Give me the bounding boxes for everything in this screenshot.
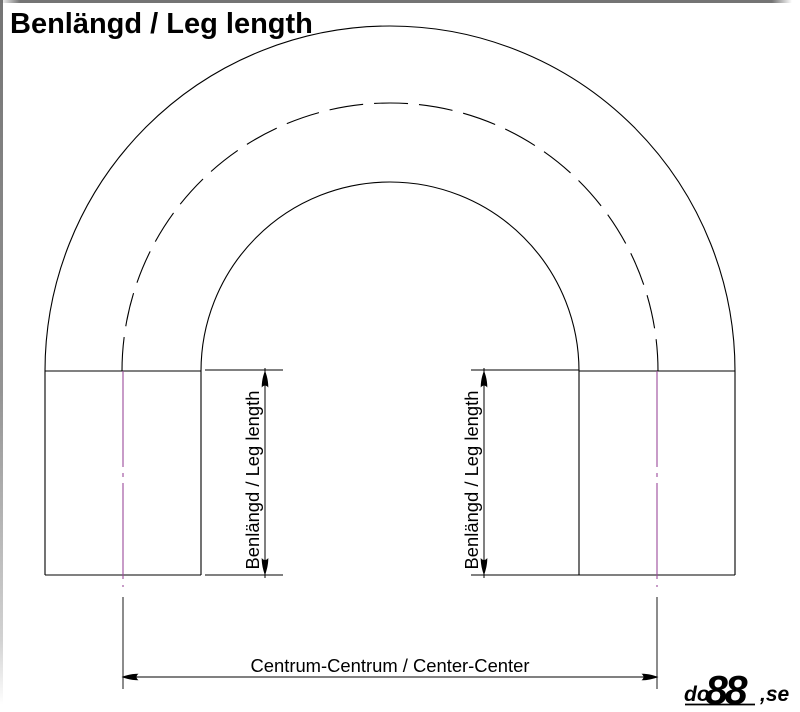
svg-text:Benlängd / Leg length: Benlängd / Leg length <box>461 391 482 570</box>
svg-text:88: 88 <box>705 673 748 709</box>
svg-text:Centrum-Centrum / Center-Cente: Centrum-Centrum / Center-Center <box>250 655 529 676</box>
svg-text:Benlängd / Leg length: Benlängd / Leg length <box>242 391 263 570</box>
svg-text:,se: ,se <box>759 683 790 706</box>
